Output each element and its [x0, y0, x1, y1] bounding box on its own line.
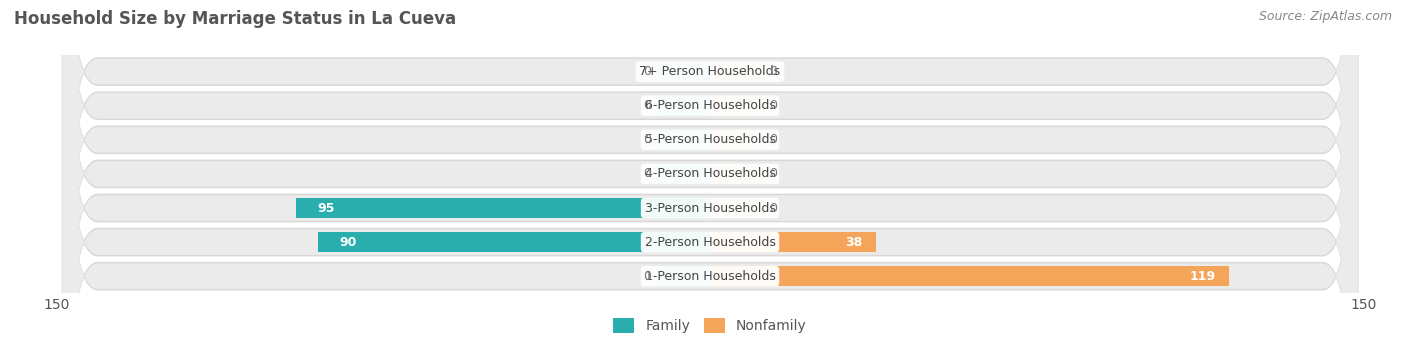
Bar	[318, 232, 710, 252]
Bar	[658, 164, 710, 184]
Text: 0: 0	[643, 167, 651, 180]
Text: 0: 0	[643, 270, 651, 283]
Text: 0: 0	[769, 202, 778, 214]
Text: 3-Person Households: 3-Person Households	[644, 202, 776, 214]
Text: 4-Person Households: 4-Person Households	[644, 167, 776, 180]
FancyBboxPatch shape	[63, 0, 1357, 341]
FancyBboxPatch shape	[63, 0, 1357, 331]
Text: 0: 0	[769, 65, 778, 78]
FancyBboxPatch shape	[63, 17, 1357, 341]
Text: 2-Person Households: 2-Person Households	[644, 236, 776, 249]
FancyBboxPatch shape	[63, 0, 1357, 341]
Bar	[658, 130, 710, 150]
FancyBboxPatch shape	[63, 0, 1357, 341]
Bar	[295, 198, 710, 218]
Bar	[710, 164, 762, 184]
Text: 0: 0	[643, 133, 651, 146]
FancyBboxPatch shape	[63, 16, 1357, 341]
FancyBboxPatch shape	[63, 0, 1357, 341]
Text: 7+ Person Households: 7+ Person Households	[640, 65, 780, 78]
Text: 90: 90	[340, 236, 357, 249]
Text: 0: 0	[643, 65, 651, 78]
FancyBboxPatch shape	[63, 0, 1357, 341]
FancyBboxPatch shape	[63, 0, 1357, 341]
Bar	[710, 62, 762, 81]
Legend: Family, Nonfamily: Family, Nonfamily	[607, 313, 813, 339]
Text: Source: ZipAtlas.com: Source: ZipAtlas.com	[1258, 10, 1392, 23]
Text: 119: 119	[1189, 270, 1216, 283]
Bar	[710, 198, 762, 218]
FancyBboxPatch shape	[63, 0, 1357, 331]
Bar	[658, 266, 710, 286]
FancyBboxPatch shape	[63, 0, 1357, 341]
Text: Household Size by Marriage Status in La Cueva: Household Size by Marriage Status in La …	[14, 10, 456, 28]
Bar	[710, 96, 762, 116]
Text: 6-Person Households: 6-Person Households	[644, 99, 776, 112]
FancyBboxPatch shape	[63, 0, 1357, 341]
Bar	[658, 62, 710, 81]
Text: 38: 38	[845, 236, 862, 249]
Text: 0: 0	[643, 99, 651, 112]
FancyBboxPatch shape	[63, 0, 1357, 341]
Text: 95: 95	[318, 202, 335, 214]
Bar	[658, 96, 710, 116]
Text: 1-Person Households: 1-Person Households	[644, 270, 776, 283]
Bar	[710, 232, 876, 252]
Bar	[710, 130, 762, 150]
Text: 0: 0	[769, 99, 778, 112]
Text: 0: 0	[769, 133, 778, 146]
FancyBboxPatch shape	[63, 0, 1357, 341]
Bar	[710, 266, 1229, 286]
Text: 5-Person Households: 5-Person Households	[644, 133, 776, 146]
Text: 0: 0	[769, 167, 778, 180]
